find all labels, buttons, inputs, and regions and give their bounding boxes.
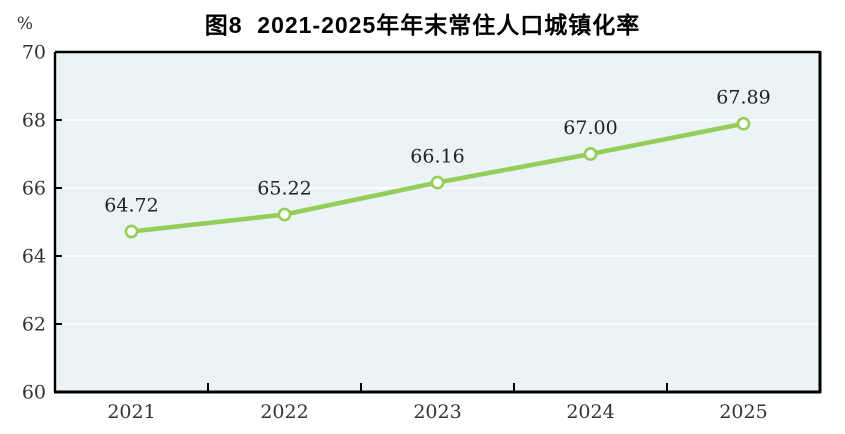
data-label-2022: 65.22 [257,178,311,200]
data-label-2021: 64.72 [104,195,158,217]
data-point-2025 [736,116,751,131]
data-point-2024 [583,147,598,161]
x-axis-tick-label-2022: 2022 [260,401,308,423]
data-point-2023 [430,175,445,190]
y-axis-unit-label: % [16,14,34,34]
y-axis-tick-label-70: 70 [22,42,46,64]
y-axis-tick-label-66: 66 [22,178,46,200]
data-point-2021 [124,224,139,239]
y-axis-tick-label-68: 68 [22,110,46,132]
x-axis-tick-label-2025: 2025 [719,401,767,423]
plot-area [55,52,820,392]
y-axis-tick-label-60: 60 [22,382,46,404]
y-axis-tick-label-62: 62 [22,314,46,336]
data-label-2023: 66.16 [410,146,464,168]
y-axis-tick-label-64: 64 [22,246,46,268]
x-axis-tick-label-2023: 2023 [413,401,461,423]
data-label-2024: 67.00 [563,117,617,139]
x-axis-tick-label-2024: 2024 [566,401,614,423]
data-point-2022 [277,207,292,222]
data-label-2025: 67.89 [716,87,770,109]
chart-title: 图8 2021-2025年年末常住人口城镇化率 [204,12,641,38]
x-axis-tick-label-2021: 2021 [107,401,155,423]
